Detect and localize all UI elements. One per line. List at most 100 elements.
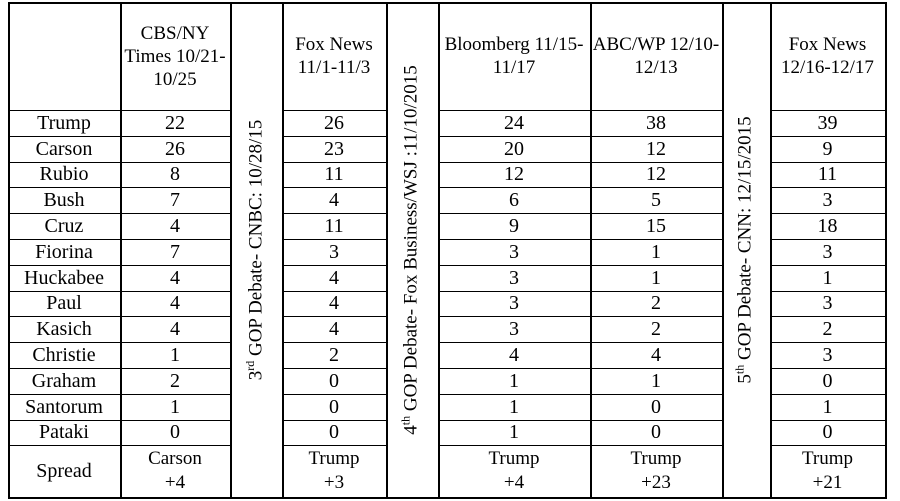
row-divider bbox=[8, 264, 230, 266]
poll-value: 24 bbox=[504, 111, 524, 134]
poll-value: 7 bbox=[170, 240, 180, 263]
row-divider bbox=[438, 445, 722, 447]
column-divider bbox=[8, 2, 10, 499]
column-divider bbox=[438, 2, 440, 499]
candidate-name: Santorum bbox=[25, 395, 103, 418]
row-divider bbox=[282, 316, 386, 318]
spread-fox-news-1: Trump +3 bbox=[308, 448, 360, 493]
poll-value: 11 bbox=[324, 215, 344, 238]
candidate-name: Huckabee bbox=[24, 266, 104, 289]
row-divider bbox=[282, 445, 386, 447]
poll-value: 12 bbox=[646, 137, 666, 160]
candidate-name: Christie bbox=[32, 344, 96, 367]
row-divider bbox=[8, 187, 230, 189]
row-divider bbox=[282, 213, 386, 215]
row-divider bbox=[770, 213, 886, 215]
poll-value: 9 bbox=[509, 215, 519, 238]
row-divider bbox=[438, 368, 722, 369]
poll-value: 3 bbox=[509, 240, 519, 263]
poll-value: 5 bbox=[651, 189, 661, 212]
candidate-name: Bush bbox=[43, 189, 85, 212]
row-divider bbox=[8, 239, 230, 240]
row-divider bbox=[438, 110, 722, 111]
poll-value: 0 bbox=[822, 369, 833, 392]
table-border-top bbox=[8, 2, 886, 4]
candidate-name: Fiorina bbox=[35, 240, 93, 263]
row-divider bbox=[438, 316, 722, 318]
row-divider bbox=[770, 445, 886, 447]
poll-value: 1 bbox=[509, 395, 519, 418]
candidate-name: Trump bbox=[37, 111, 91, 134]
poll-value: 23 bbox=[324, 137, 344, 160]
poll-value: 26 bbox=[165, 137, 185, 160]
poll-value: 8 bbox=[170, 163, 180, 186]
row-divider bbox=[770, 368, 886, 369]
candidate-name: Kasich bbox=[36, 318, 92, 341]
candidate-name: Graham bbox=[31, 369, 97, 392]
poll-value: 0 bbox=[822, 421, 833, 444]
poll-value: 2 bbox=[822, 318, 833, 341]
row-divider bbox=[770, 110, 886, 111]
poll-value: 1 bbox=[651, 369, 661, 392]
poll-value: 3 bbox=[822, 292, 833, 315]
row-divider bbox=[8, 213, 230, 215]
poll-value: 4 bbox=[170, 266, 180, 289]
poll-value: 0 bbox=[329, 369, 339, 392]
row-divider bbox=[770, 161, 886, 163]
candidate-name: Cruz bbox=[44, 215, 84, 238]
poll-value: 0 bbox=[651, 395, 661, 418]
poll-value: 6 bbox=[509, 189, 519, 212]
row-divider bbox=[282, 393, 386, 395]
poll-value: 3 bbox=[822, 189, 833, 212]
candidate-name: Pataki bbox=[39, 421, 89, 444]
poll-value: 3 bbox=[822, 344, 833, 367]
row-divider bbox=[8, 316, 230, 318]
row-divider bbox=[438, 264, 722, 266]
poll-value: 0 bbox=[651, 421, 661, 444]
poll-value: 12 bbox=[504, 163, 524, 186]
spread-bloomberg: Trump +4 bbox=[488, 448, 540, 493]
column-divider bbox=[885, 2, 887, 499]
poll-value: 2 bbox=[329, 344, 339, 367]
header-fox-news-2: Fox News 12/16-12/17 bbox=[781, 34, 874, 78]
poll-value: 26 bbox=[324, 111, 344, 134]
row-divider bbox=[770, 187, 886, 189]
row-divider bbox=[770, 342, 886, 344]
spread-label: Spread bbox=[36, 460, 92, 482]
row-divider bbox=[770, 316, 886, 318]
poll-value: 4 bbox=[170, 215, 180, 238]
poll-value: 1 bbox=[170, 395, 180, 418]
poll-value: 3 bbox=[329, 240, 339, 263]
row-divider bbox=[282, 368, 386, 369]
header-bloomberg: Bloomberg 11/15-11/17 bbox=[444, 34, 584, 78]
row-divider bbox=[8, 393, 230, 395]
poll-value: 22 bbox=[165, 111, 185, 134]
column-divider bbox=[770, 2, 772, 499]
candidate-name: Carson bbox=[35, 137, 93, 160]
row-divider bbox=[282, 290, 386, 292]
row-divider bbox=[438, 187, 722, 189]
column-divider bbox=[120, 2, 122, 499]
poll-value: 4 bbox=[329, 266, 339, 289]
row-divider bbox=[438, 239, 722, 240]
row-divider bbox=[770, 239, 886, 240]
candidate-name: Paul bbox=[46, 292, 82, 315]
poll-value: 3 bbox=[509, 266, 519, 289]
poll-value: 38 bbox=[646, 111, 666, 134]
row-divider bbox=[770, 393, 886, 395]
debate-label-5th-cnn: 5th GOP Debate- CNN: 12/15/2015 bbox=[732, 116, 757, 384]
poll-value: 1 bbox=[509, 421, 519, 444]
row-divider bbox=[8, 135, 230, 137]
row-divider bbox=[8, 368, 230, 369]
row-divider bbox=[8, 445, 230, 447]
row-divider bbox=[770, 290, 886, 292]
column-divider bbox=[722, 2, 724, 499]
row-divider bbox=[438, 290, 722, 292]
header-fox-news-1: Fox News 11/1-11/3 bbox=[295, 34, 373, 78]
row-divider bbox=[282, 239, 386, 240]
poll-value: 1 bbox=[651, 266, 661, 289]
row-divider bbox=[8, 161, 230, 163]
row-divider bbox=[8, 419, 230, 421]
poll-value: 0 bbox=[170, 421, 180, 444]
